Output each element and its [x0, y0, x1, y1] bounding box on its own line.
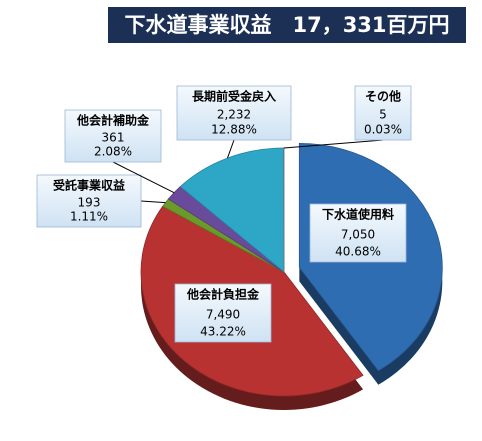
label-box: [309, 203, 407, 263]
percent-label: 0.03%: [364, 123, 402, 137]
value-label: 2,232: [217, 108, 251, 122]
value-label: 361: [102, 131, 125, 145]
percent-label: 43.22%: [200, 325, 246, 339]
category-label: 受託事業収益: [53, 178, 125, 193]
leader-line: [140, 200, 166, 204]
label-box: [176, 85, 292, 141]
leader-line: [283, 139, 384, 149]
label-box: [174, 283, 272, 343]
value-label: 5: [379, 108, 387, 122]
label-box: [354, 85, 412, 141]
category-label: 長期前受金戻入: [192, 89, 276, 104]
value-label: 193: [78, 196, 101, 210]
percent-label: 40.68%: [335, 245, 381, 259]
category-label: その他: [365, 89, 401, 104]
label-box: [36, 174, 142, 228]
leader-line: [227, 139, 235, 159]
category-label: 他会計補助金: [76, 113, 150, 128]
category-label: 他会計負担金: [186, 287, 260, 302]
percent-label: 1.11%: [70, 210, 108, 224]
category-label: 下水道使用料: [322, 207, 394, 222]
labels: 下水道使用料 7,050 40.68% 他会計負担金 7,490 43.22% 受託事業収益…: [36, 85, 412, 343]
value-label: 7,490: [206, 308, 240, 322]
percent-label: 12.88%: [211, 123, 257, 137]
value-label: 7,050: [341, 228, 375, 242]
leader-line: [112, 161, 175, 194]
label-box: [64, 109, 162, 163]
pie: [140, 142, 443, 397]
chart-title: 下水道事業収益 17，331百万円: [124, 13, 449, 37]
percent-label: 2.08%: [94, 145, 132, 159]
title-box: [108, 7, 466, 43]
